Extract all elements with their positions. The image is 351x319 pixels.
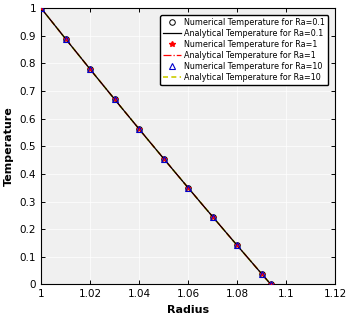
Y-axis label: Temperature: Temperature	[4, 107, 14, 186]
X-axis label: Radius: Radius	[167, 305, 209, 315]
Legend: Numerical Temperature for Ra=0.1, Analytical Temperature for Ra=0.1, Numerical T: Numerical Temperature for Ra=0.1, Analyt…	[160, 15, 328, 85]
